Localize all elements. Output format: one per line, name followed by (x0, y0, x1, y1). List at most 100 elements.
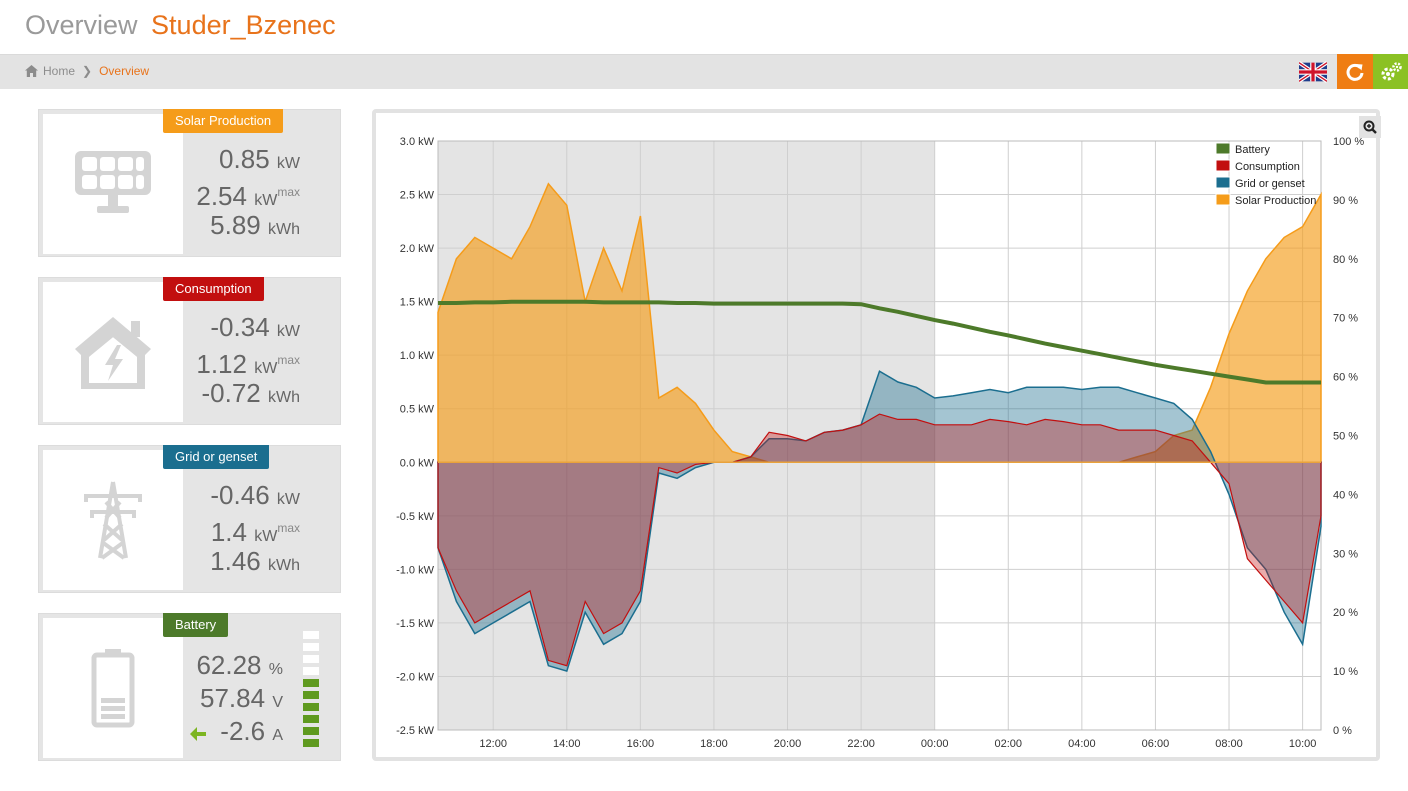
solar-tag: Solar Production (163, 109, 284, 133)
y2-tick-label: 30 % (1333, 548, 1358, 560)
solar-energy-unit: kWh (268, 221, 300, 238)
consumption-card[interactable]: Consumption -0.34 kW 1.12 kWmax -0.72 kW… (38, 277, 341, 425)
zoom-in-icon (1363, 120, 1377, 134)
grid-energy: 1.46 (210, 546, 261, 576)
legend-swatch (1215, 142, 1231, 155)
consumption-values: -0.34 kW 1.12 kWmax -0.72 kWh (196, 311, 300, 410)
solar-energy: 5.89 (210, 210, 261, 240)
solar-icon-area (43, 114, 183, 254)
battery-icon-area (43, 618, 183, 758)
solar-max-unit: kW (254, 192, 278, 209)
y2-tick-label: 70 % (1333, 313, 1358, 325)
battery-voltage: 57.84 (200, 683, 266, 713)
power-chart[interactable]: 3.0 kW 2.5 kW 2.0 kW 1.5 kW 1.0 kW 0.5 kW 0.0 … (376, 113, 1376, 757)
x-tick-label: 00:00 (921, 738, 949, 750)
y-tick-label: -1.0 kW (396, 564, 435, 576)
battery-level-bar-filled (303, 715, 319, 723)
x-tick-label: 06:00 (1142, 738, 1170, 750)
x-tick-label: 22:00 (847, 738, 875, 750)
grid-max-row: 1.4 kWmax (210, 512, 300, 547)
battery-level-bar-filled (303, 691, 319, 699)
zoom-button[interactable] (1359, 116, 1381, 138)
y2-tick-label: 10 % (1333, 666, 1358, 678)
grid-energy-unit: kWh (268, 557, 300, 574)
header-actions (1299, 54, 1408, 89)
grid-power-row: -0.46 kW (210, 479, 300, 512)
consumption-power-row: -0.34 kW (196, 311, 300, 344)
battery-level-bar-filled (303, 679, 319, 687)
series-consumption-area (437, 413, 1322, 667)
battery-level-bar-empty (303, 643, 319, 651)
solar-energy-row: 5.89 kWh (196, 209, 300, 242)
grid-max-sup: max (277, 521, 300, 535)
y-tick-label: 2.5 kW (400, 190, 435, 202)
breadcrumb-current[interactable]: Overview (99, 64, 150, 78)
y2-tick-label: 0 % (1333, 725, 1352, 737)
grid-power: -0.46 (210, 480, 270, 510)
y2-tick-label: 60 % (1333, 372, 1358, 384)
battery-level-bar-filled (303, 739, 319, 747)
x-tick-label: 12:00 (479, 738, 507, 750)
solar-power-unit: kW (276, 155, 300, 172)
grid-max: 1.4 (210, 517, 247, 547)
x-tick-label: 20:00 (774, 738, 802, 750)
battery-card[interactable]: Battery 62.28 % 57.84 V -2.6 A (38, 613, 341, 761)
breadcrumb: Home ❯ Overview (25, 64, 149, 78)
breadcrumb-home[interactable]: Home (43, 64, 76, 78)
series-battery-line (438, 299, 1321, 385)
breadcrumb-bar: Home ❯ Overview (0, 54, 1408, 89)
battery-values: 62.28 % 57.84 V -2.6 A (190, 649, 319, 748)
x-tick-label: 16:00 (627, 738, 655, 750)
consumption-icon-area (43, 282, 183, 422)
y-tick-label: -2.5 kW (396, 725, 435, 737)
battery-level-bar-empty (303, 667, 319, 675)
consumption-energy-unit: kWh (268, 389, 300, 406)
legend-label: Grid or genset (1235, 178, 1305, 190)
page-title-text: Overview (25, 10, 138, 40)
refresh-button[interactable] (1337, 54, 1373, 89)
consumption-power: -0.34 (210, 312, 270, 342)
page-title: Overview Studer_Bzenec (25, 10, 336, 41)
legend-swatch (1215, 176, 1231, 189)
y-tick-label: 1.0 kW (400, 350, 435, 362)
legend-label: Consumption (1235, 161, 1300, 173)
y-tick-label: 3.0 kW (400, 136, 435, 148)
home-icon (25, 65, 38, 77)
consumption-max-row: 1.12 kWmax (196, 344, 300, 379)
arrow-left-icon (190, 727, 207, 741)
battery-current-unit: A (272, 727, 283, 744)
chart-panel: 3.0 kW 2.5 kW 2.0 kW 1.5 kW 1.0 kW 0.5 kW 0.0 … (372, 109, 1381, 761)
solar-max-row: 2.54 kWmax (196, 176, 300, 211)
y-tick-label: 2.0 kW (400, 243, 435, 255)
y2-tick-label: 80 % (1333, 254, 1358, 266)
battery-icon (91, 649, 135, 728)
solar-values: 0.85 kW 2.54 kWmax 5.89 kWh (196, 143, 300, 242)
grid-power-unit: kW (276, 491, 300, 508)
legend-swatch (1215, 193, 1231, 206)
settings-button[interactable] (1373, 54, 1408, 89)
legend-label: Solar Production (1235, 195, 1316, 207)
y-tick-label: 0.0 kW (400, 457, 435, 469)
solar-max-sup: max (277, 185, 300, 199)
battery-tag: Battery (163, 613, 229, 637)
uk-flag-icon[interactable] (1299, 59, 1327, 85)
legend-swatch (1215, 159, 1231, 172)
consumption-max: 1.12 (196, 349, 247, 379)
chevron-right-icon: ❯ (82, 64, 93, 78)
y-tick-label: 0.5 kW (400, 404, 435, 416)
consumption-max-sup: max (277, 353, 300, 367)
site-name[interactable]: Studer_Bzenec (151, 10, 336, 40)
battery-voltage-row: 57.84 V (190, 682, 319, 715)
grid-icon-area (43, 450, 183, 590)
solar-card[interactable]: Solar Production 0.85 kW 2.54 kWmax 5.89… (38, 109, 341, 257)
y2-tick-label: 40 % (1333, 489, 1358, 501)
grid-max-unit: kW (254, 528, 278, 545)
grid-card[interactable]: Grid or genset -0.46 kW 1.4 kWmax 1.46 k… (38, 445, 341, 593)
house-lightning-icon (75, 317, 151, 389)
grid-tag: Grid or genset (163, 445, 270, 469)
y-tick-label: 1.5 kW (400, 297, 435, 309)
battery-soc-unit: % (268, 661, 283, 678)
battery-level-bar-filled (303, 703, 319, 711)
solar-power: 0.85 (219, 144, 270, 174)
